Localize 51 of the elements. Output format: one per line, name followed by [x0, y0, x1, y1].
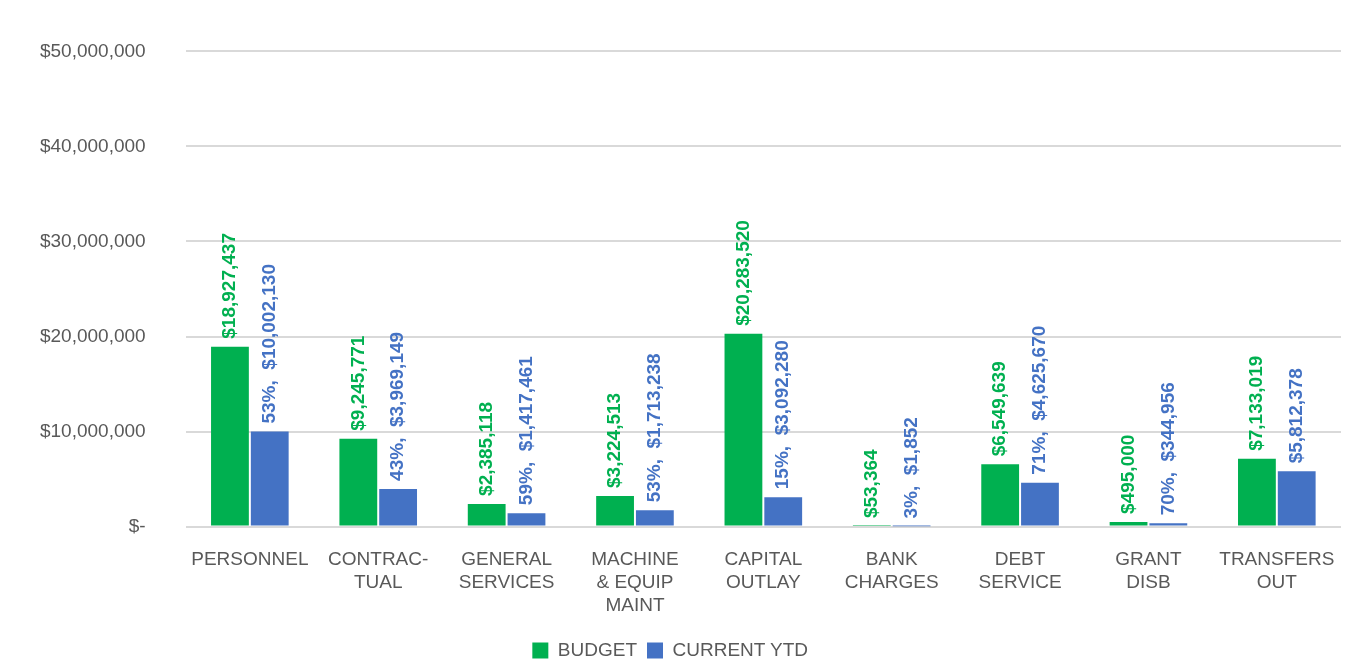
data-label: 3%, $1,852 [899, 417, 921, 519]
x-tick-label: GENERAL SERVICES [458, 548, 555, 593]
bar [596, 495, 634, 526]
data-label: $53,364 [860, 448, 882, 519]
y-tick-label: $20,000,000 [39, 324, 146, 346]
bar [981, 464, 1020, 526]
data-label: $3,224,513 [603, 392, 625, 488]
data-label: $18,927,437 [218, 233, 240, 339]
x-tick-label: TRANSFERS OUT [1219, 548, 1335, 593]
x-tick-label: CAPITAL OUTLAY [724, 548, 803, 593]
data-label: $7,133,019 [1245, 355, 1267, 451]
data-label: 53%, $10,002,130 [257, 264, 279, 424]
data-label: $5,812,378 [1284, 368, 1306, 464]
legend-label: CURRENT YTD [672, 638, 808, 660]
data-label: 43%, $3,969,149 [386, 331, 408, 481]
y-tick-label: $- [128, 514, 146, 536]
x-tick-label: CONTRAC- TUAL [328, 548, 429, 593]
x-tick-label: PERSONNEL [191, 548, 309, 570]
data-label: $2,385,118 [474, 401, 496, 496]
data-label: 71%, $4,625,670 [1028, 325, 1050, 475]
data-label: 15%, $3,092,280 [771, 340, 793, 490]
bar [635, 510, 674, 526]
data-label: 53%, $1,713,238 [643, 353, 665, 503]
x-tick-label: BANK CHARGES [844, 548, 939, 593]
data-label: $9,245,771 [346, 335, 368, 431]
legend-label: BUDGET [557, 638, 638, 660]
x-tick-label: DEBT SERVICE [978, 548, 1062, 593]
bar [724, 333, 763, 526]
bar [379, 488, 418, 526]
bar [1149, 523, 1188, 526]
y-tick-label: $10,000,000 [39, 419, 146, 441]
data-label: 59%, $1,417,461 [514, 355, 536, 506]
data-label: $495,000 [1116, 434, 1138, 514]
bar [250, 431, 289, 526]
y-tick-label: $40,000,000 [39, 134, 146, 156]
y-tick-label: $30,000,000 [39, 229, 146, 251]
data-label: $6,549,639 [988, 361, 1010, 457]
bar [339, 438, 378, 526]
data-label: 70%, $344,956 [1156, 382, 1178, 516]
bar [211, 346, 249, 526]
x-tick-label: MACHINE & EQUIP MAINT [591, 548, 679, 615]
bar [1277, 471, 1316, 526]
bar [467, 503, 506, 526]
bar [1109, 521, 1148, 526]
bar [764, 497, 803, 526]
bar [507, 513, 546, 526]
y-tick-label: $50,000,000 [39, 39, 146, 61]
data-label: $20,283,520 [731, 220, 753, 326]
x-tick-label: GRANT DISB [1115, 548, 1183, 593]
bar [1021, 482, 1059, 526]
bar [1238, 458, 1276, 526]
